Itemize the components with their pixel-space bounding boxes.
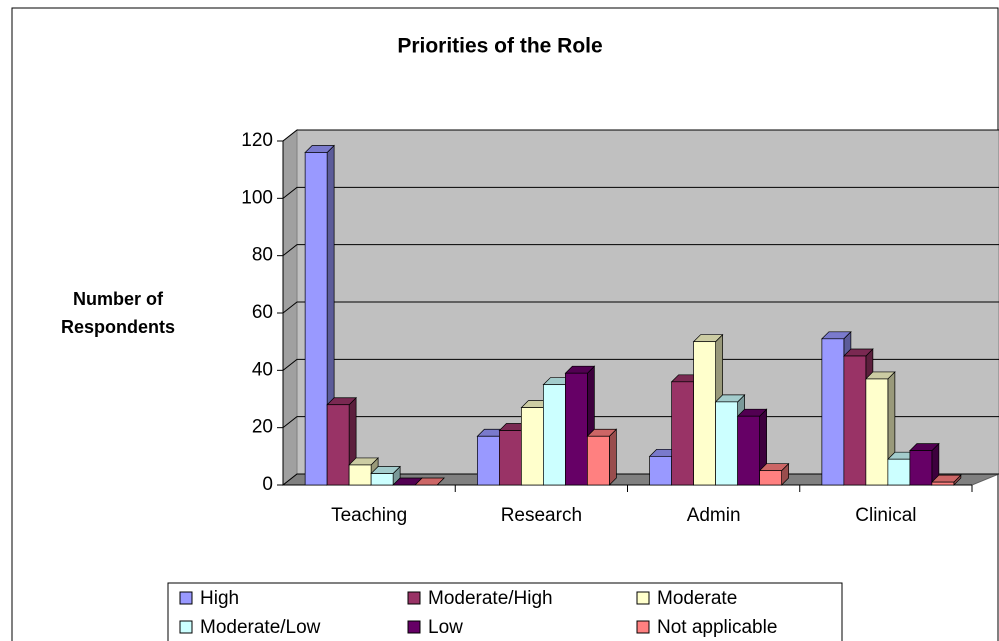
chart-title: Priorities of the Role [397, 35, 602, 58]
legend-label: High [200, 588, 239, 609]
y-tick-label: 120 [241, 130, 273, 151]
bar [370, 473, 394, 486]
legend-swatch [636, 620, 650, 634]
bar [737, 415, 760, 486]
legend-label: Moderate/Low [200, 617, 321, 638]
bar [565, 372, 588, 486]
grid-line [282, 129, 999, 142]
bar [326, 404, 350, 486]
bar [348, 464, 372, 486]
x-tick-label: Teaching [331, 505, 407, 526]
grid-line [282, 301, 999, 314]
bar-side [609, 428, 617, 486]
bar [649, 455, 672, 486]
legend-swatch [179, 620, 193, 634]
bar [865, 378, 889, 486]
legend-label: Moderate/High [428, 588, 553, 609]
bar [671, 381, 694, 486]
y-tick-label: 60 [252, 302, 273, 323]
grid-line [282, 244, 999, 257]
y-axis-label: Respondents [61, 317, 175, 337]
y-tick-label: 40 [252, 359, 273, 380]
y-tick-label: 100 [241, 187, 273, 208]
legend-label: Not applicable [657, 617, 777, 638]
bar [909, 450, 933, 486]
x-tick-label: Clinical [855, 505, 916, 526]
y-tick-label: 20 [252, 417, 273, 438]
x-tick-label: Admin [687, 505, 741, 526]
legend-label: Low [428, 617, 463, 638]
bar [477, 435, 500, 486]
bar [887, 458, 911, 486]
legend-swatch [636, 591, 650, 605]
legend-label: Moderate [657, 588, 737, 609]
bar [499, 430, 522, 486]
bar [521, 407, 544, 486]
y-axis-label: Number of [73, 289, 164, 309]
bar [843, 355, 867, 486]
bar [715, 401, 738, 486]
grid-line [282, 358, 999, 371]
x-tick-label: Research [501, 505, 582, 526]
y-tick-label: 0 [262, 474, 273, 495]
y-tick-label: 80 [252, 245, 273, 266]
legend-swatch [179, 591, 193, 605]
bar [693, 341, 716, 486]
bar [587, 435, 610, 486]
legend-box [167, 582, 843, 641]
legend-swatch [407, 620, 421, 634]
legend-swatch [407, 591, 421, 605]
bar-top [414, 477, 445, 486]
bar [931, 481, 955, 486]
grid-line [282, 186, 999, 199]
bar [543, 384, 566, 486]
bar [304, 152, 328, 486]
bar [759, 470, 782, 486]
bar [821, 338, 845, 486]
